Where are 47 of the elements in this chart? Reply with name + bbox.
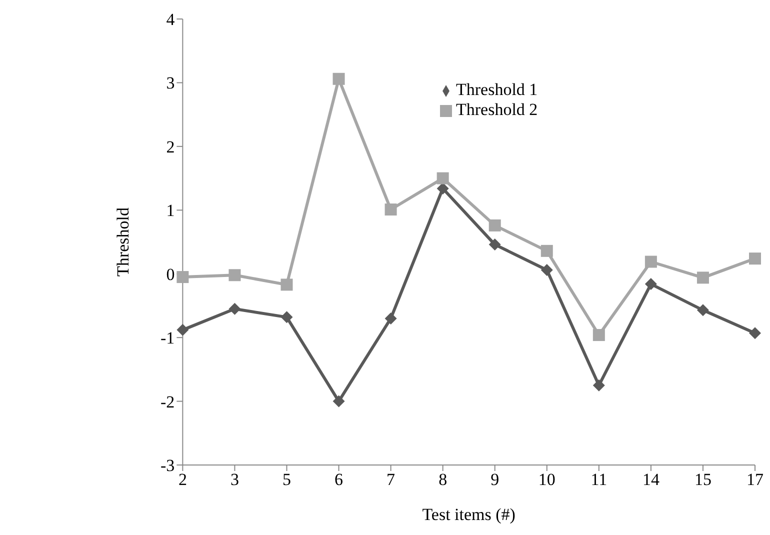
y-tick-label: -1 <box>160 328 175 348</box>
legend-label: Threshold 2 <box>456 100 538 119</box>
y-axis-title: Threshold <box>114 207 133 276</box>
y-tick-label: 4 <box>166 10 176 30</box>
y-tick-label: 3 <box>166 74 175 93</box>
point <box>696 304 709 316</box>
x-tick-label: 15 <box>694 470 712 490</box>
legend-label: Threshold 1 <box>456 80 538 99</box>
point <box>488 219 501 232</box>
point <box>540 264 553 276</box>
point <box>644 278 657 290</box>
point <box>384 204 397 216</box>
y-tick-label: 1 <box>166 201 175 220</box>
point <box>280 278 293 291</box>
y-tick-label: -3 <box>160 456 175 476</box>
point <box>228 302 241 315</box>
y-tick-label: -2 <box>160 392 175 412</box>
x-tick-label: 10 <box>538 470 556 490</box>
point <box>696 272 709 284</box>
x-tick-label: 14 <box>642 470 660 490</box>
x-tick-label: 3 <box>230 470 239 490</box>
x-tick-label: 5 <box>282 470 291 490</box>
x-tick-label: 11 <box>590 470 608 490</box>
point <box>332 72 345 85</box>
point <box>280 311 293 324</box>
point <box>384 312 397 324</box>
point <box>644 256 657 268</box>
x-tick-label: 2 <box>178 470 187 490</box>
point <box>176 271 189 284</box>
x-axis-title: Test items (#) <box>422 505 516 524</box>
point <box>592 379 605 392</box>
point <box>436 172 449 184</box>
y-tick-label: 0 <box>166 264 175 284</box>
x-tick-label: 9 <box>490 470 500 490</box>
point <box>228 269 241 282</box>
point <box>749 252 761 265</box>
point <box>749 327 761 340</box>
point <box>540 244 553 257</box>
y-tick-label: 2 <box>166 137 175 156</box>
x-tick-label: 6 <box>334 470 344 490</box>
x-tick-label: 7 <box>386 470 396 490</box>
point <box>176 324 189 336</box>
point <box>592 329 605 342</box>
x-tick-label: 17 <box>746 470 764 490</box>
point <box>488 238 501 251</box>
point <box>332 395 345 408</box>
x-tick-label: 8 <box>438 470 448 490</box>
